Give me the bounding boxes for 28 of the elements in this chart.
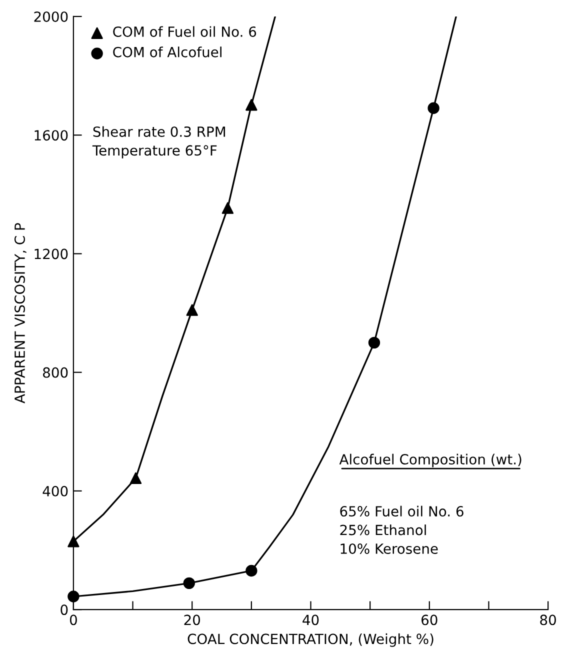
y-tick-label: 0	[60, 604, 68, 616]
point	[246, 564, 258, 577]
point	[428, 102, 440, 114]
y-tick-label: 800	[43, 367, 68, 378]
point	[130, 472, 142, 484]
y-tick-label: 400	[42, 486, 68, 496]
point	[246, 99, 258, 111]
point	[183, 577, 195, 590]
point	[186, 304, 198, 316]
y-tick-label: 1600	[34, 130, 68, 141]
x-tick-label: 80	[540, 614, 556, 626]
x-tick-label: 40	[302, 614, 319, 626]
point	[368, 336, 380, 349]
annotation: Shear rate 0.3 RPM Temperature 65°F	[92, 126, 226, 158]
x-tick-label: 60	[422, 614, 438, 626]
x-tick-label: 0	[70, 614, 77, 626]
y-tick-label: 2000	[34, 11, 68, 22]
annotation: Alcofuel Composition (wt.)	[339, 454, 522, 468]
x-tick-label: 20	[184, 614, 200, 626]
y-axis-title: APPARENT VISCOSITY, C P	[14, 223, 26, 404]
point	[222, 202, 234, 214]
point	[68, 536, 80, 548]
x-axis-title: COAL CONCENTRATION, (Weight %)	[188, 633, 434, 647]
legend-label: COM of Fuel oil No. 6	[113, 26, 256, 37]
point	[68, 590, 80, 602]
legend-label: COM of Alcofuel	[113, 46, 222, 58]
y-tick-label: 1200	[34, 248, 68, 260]
annotation: 65% Fuel oil No. 6 25% Ethanol 10% Kerosene	[340, 506, 464, 554]
